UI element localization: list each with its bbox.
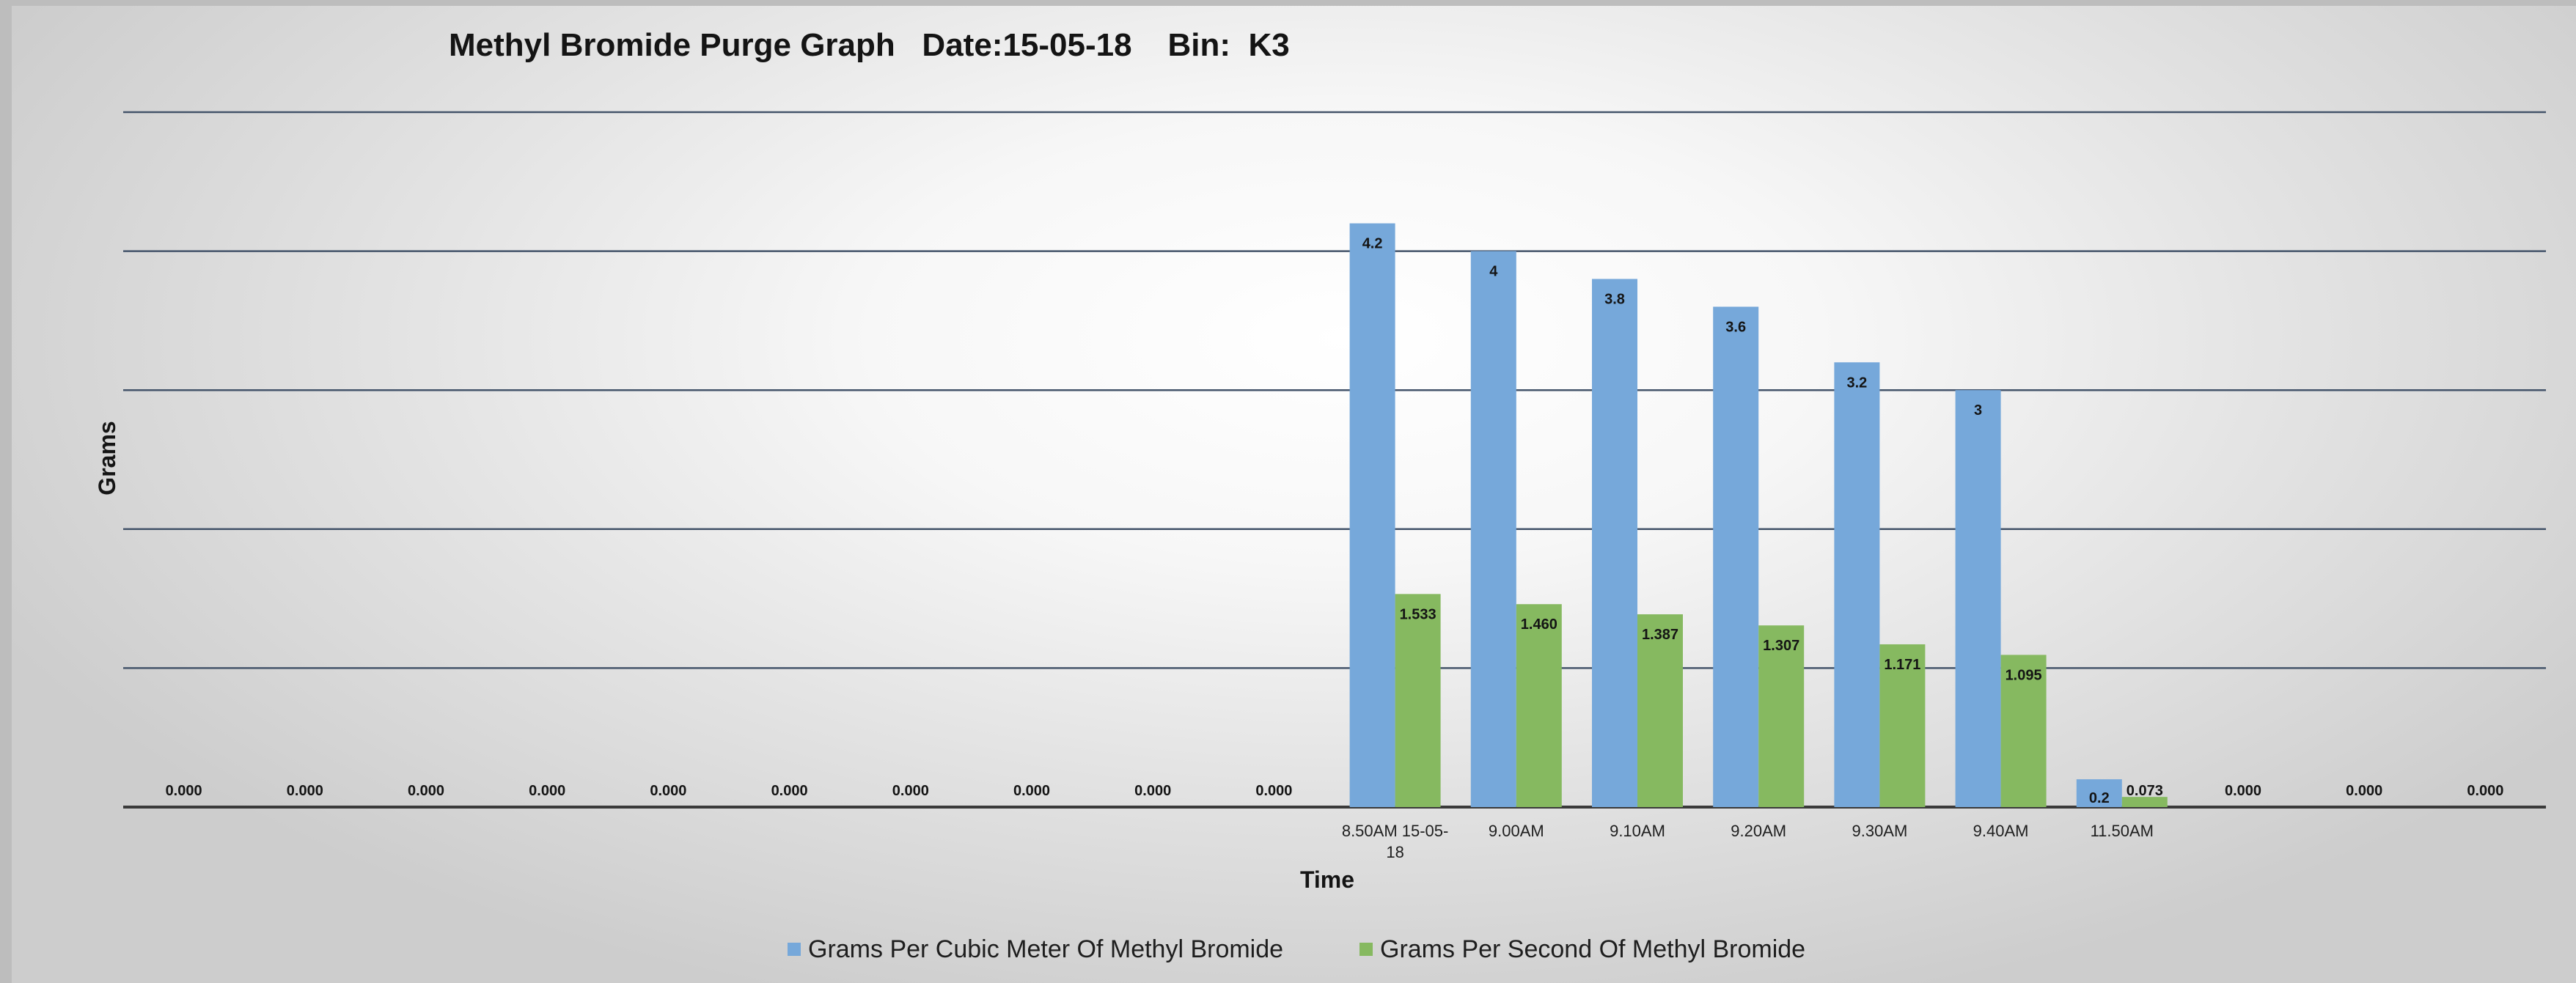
bar-series-1 — [1592, 279, 1637, 807]
legend-label-series-1: Grams Per Cubic Meter Of Methyl Bromide — [808, 935, 1283, 963]
chart-area: Methyl Bromide Purge Graph Date:15-05-18… — [12, 6, 2576, 983]
data-label-series-2: 0.000 — [2467, 783, 2503, 799]
bar-series-1 — [1834, 362, 1880, 807]
data-label-series-2: 0.000 — [892, 783, 929, 799]
bar-series-2 — [1395, 594, 1441, 807]
data-label-series-2: 1.095 — [2006, 667, 2042, 683]
x-tick-label: 9.40AM — [1973, 822, 2029, 840]
bars — [1349, 223, 2168, 808]
data-label-series-2: 0.000 — [2346, 783, 2382, 799]
data-label-series-2: 1.460 — [1521, 616, 1557, 633]
bar-series-2 — [2000, 655, 2047, 807]
bar-series-1 — [1955, 390, 2001, 807]
data-label-series-2: 0.000 — [166, 783, 202, 799]
data-label-series-2: 0.000 — [1255, 783, 1292, 799]
data-label-series-2: 0.000 — [529, 783, 565, 799]
bar-series-2 — [1879, 644, 1926, 807]
x-tick-label: 9.00AM — [1489, 822, 1544, 840]
data-label-series-2: 0.000 — [771, 783, 808, 799]
legend-label-series-2: Grams Per Second Of Methyl Bromide — [1380, 935, 1805, 963]
gridlines — [123, 111, 2546, 809]
data-label-series-2: 1.533 — [1400, 606, 1436, 622]
bar-series-1 — [1470, 251, 1516, 808]
x-tick-label: 9.20AM — [1731, 822, 1786, 840]
data-label-series-1: 3.6 — [1725, 319, 1746, 335]
x-tick-label: 8.50AM 15-05-18 — [1342, 822, 1449, 861]
data-label-series-2: 0.000 — [408, 783, 444, 799]
bar-series-1 — [1713, 306, 1759, 807]
bar-series-2 — [1637, 614, 1683, 807]
data-label-series-2: 0.000 — [2225, 783, 2261, 799]
chart-title: Methyl Bromide Purge Graph Date:15-05-18… — [449, 27, 1290, 63]
data-label-series-2: 0.000 — [650, 783, 686, 799]
data-label-series-1: 3 — [1974, 402, 1982, 419]
x-tick-label: 9.30AM — [1852, 822, 1907, 840]
y-axis-title: Grams — [94, 421, 120, 495]
legend-swatch-series-2 — [1359, 943, 1373, 956]
data-label-series-1: 3.8 — [1604, 292, 1625, 308]
data-label-series-2: 0.000 — [1134, 783, 1171, 799]
data-label-series-2: 1.387 — [1642, 627, 1678, 643]
data-label-series-2: 1.307 — [1763, 638, 1799, 654]
bar-series-1 — [2076, 779, 2122, 807]
data-label-series-2: 0.000 — [287, 783, 323, 799]
data-label-series-2: 1.171 — [1884, 657, 1920, 673]
bar-series-1 — [1349, 223, 1395, 807]
bar-series-2 — [1516, 604, 1562, 807]
bar-series-2 — [2121, 797, 2168, 807]
data-label-series-2: 0.000 — [1013, 783, 1050, 799]
data-label-series-1: 0.2 — [2089, 790, 2110, 806]
legend-swatch-series-1 — [788, 943, 801, 956]
bar-chart: Methyl Bromide Purge Graph Date:15-05-18… — [94, 27, 2546, 963]
x-tick-labels: 8.50AM 15-05-18 9.00AM 9.10AM 9.20AM 9.30AM 9… — [1342, 822, 2154, 861]
data-label-series-1: 4 — [1489, 264, 1498, 280]
data-label-series-1: 4.2 — [1362, 236, 1383, 252]
data-label-series-2: 0.073 — [2127, 783, 2163, 799]
x-tick-label: 9.10AM — [1610, 822, 1665, 840]
bar-series-2 — [1758, 625, 1805, 807]
data-labels: 0.000 0.000 0.000 0.000 0.000 0.000 0.000 0.000… — [166, 236, 2504, 806]
data-label-series-1: 3.2 — [1846, 375, 1867, 391]
legend: Grams Per Cubic Meter Of Methyl Bromide … — [788, 935, 1805, 963]
x-axis-title: Time — [1300, 866, 1354, 893]
x-tick-label: 11.50AM — [2091, 822, 2154, 840]
